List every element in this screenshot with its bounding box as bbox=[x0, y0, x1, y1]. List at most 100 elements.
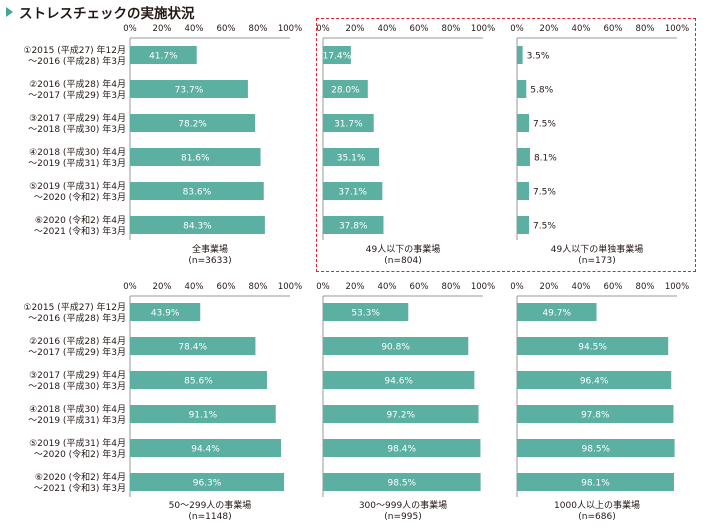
data-label-p5-2: 90.8% bbox=[381, 343, 410, 353]
data-label-p5-5: 98.4% bbox=[387, 445, 416, 455]
tick-label-p3-3: 60% bbox=[604, 24, 623, 34]
category-label-2-4-line2: ～2019 (平成31) 年3月 bbox=[28, 414, 126, 426]
tick-label-p5-4: 80% bbox=[442, 282, 461, 292]
category-label-1-4-line2: ～2019 (平成31) 年3月 bbox=[28, 157, 126, 169]
category-label-2-2-line1: ②2016 (平成28) 年4月 bbox=[29, 335, 126, 347]
category-label-1-3-line2: ～2018 (平成30) 年3月 bbox=[28, 123, 126, 135]
data-label-p4-6: 96.3% bbox=[193, 479, 222, 489]
panel-n-p2: (n=804) bbox=[384, 256, 421, 266]
bar-p2-1 bbox=[323, 46, 351, 64]
panel-n-p1: (n=3633) bbox=[188, 256, 231, 266]
tick-label-p2-2: 40% bbox=[378, 24, 397, 34]
data-label-p2-2: 28.0% bbox=[331, 86, 360, 96]
category-label-2-1-line1: ①2015 (平成27) 年12月 bbox=[23, 301, 126, 313]
category-label-2-3-line2: ～2018 (平成30) 年3月 bbox=[28, 380, 126, 392]
data-label-p1-1: 41.7% bbox=[149, 52, 178, 62]
data-label-p4-5: 94.4% bbox=[191, 445, 220, 455]
bar-p6-4 bbox=[517, 405, 674, 423]
data-label-p3-2: 5.8% bbox=[530, 86, 553, 96]
bar-p5-3 bbox=[323, 371, 475, 389]
data-label-p2-6: 37.8% bbox=[339, 222, 368, 232]
tick-label-p1-5: 100% bbox=[278, 24, 302, 34]
bar-p6-5 bbox=[517, 439, 675, 457]
tick-label-p4-2: 40% bbox=[185, 282, 204, 292]
category-label-2-4-line1: ④2018 (平成30) 年4月 bbox=[29, 403, 126, 415]
category-label-2-6-line2: ～2021 (令和3) 年3月 bbox=[34, 482, 126, 494]
tick-label-p5-1: 20% bbox=[346, 282, 365, 292]
category-label-1-2-line2: ～2017 (平成29) 年3月 bbox=[28, 89, 126, 101]
data-label-p1-5: 83.6% bbox=[183, 188, 212, 198]
data-label-p4-3: 85.6% bbox=[184, 377, 213, 387]
tick-label-p1-1: 20% bbox=[153, 24, 172, 34]
panel-name-p4: 50～299人の事業場 bbox=[169, 499, 252, 511]
category-label-2-6-line1: ⑥2020 (令和2) 年4月 bbox=[35, 471, 126, 483]
category-label-1-5-line1: ⑤2019 (平成31) 年4月 bbox=[29, 180, 126, 192]
tick-label-p4-1: 20% bbox=[153, 282, 172, 292]
bar-p4-3 bbox=[130, 371, 267, 389]
bar-p1-4 bbox=[130, 148, 261, 166]
bar-p1-3 bbox=[130, 114, 256, 132]
category-label-1-6-line2: ～2021 (令和3) 年3月 bbox=[34, 225, 126, 237]
tick-label-p3-0: 0% bbox=[510, 24, 524, 34]
bar-p3-3 bbox=[517, 114, 529, 132]
data-label-p3-1: 3.5% bbox=[527, 52, 550, 62]
bar-p4-1 bbox=[130, 303, 201, 321]
bar-p3-4 bbox=[517, 148, 530, 166]
tick-label-p6-1: 20% bbox=[540, 282, 559, 292]
data-label-p5-1: 53.3% bbox=[351, 309, 380, 319]
data-label-p2-5: 37.1% bbox=[338, 188, 367, 198]
bar-p4-4 bbox=[130, 405, 276, 423]
category-label-2-2-line2: ～2017 (平成29) 年3月 bbox=[28, 346, 126, 358]
page-title-text: ストレスチェックの実施状況 bbox=[19, 6, 195, 22]
category-label-2-3-line1: ③2017 (平成29) 年4月 bbox=[29, 369, 126, 381]
panel-n-p6: (n=686) bbox=[578, 512, 615, 522]
data-label-p3-6: 7.5% bbox=[533, 222, 556, 232]
data-label-p1-4: 81.6% bbox=[181, 154, 210, 164]
category-label-2-5-line2: ～2020 (令和2) 年3月 bbox=[34, 448, 126, 460]
category-label-1-3-line1: ③2017 (平成29) 年4月 bbox=[29, 112, 126, 124]
panel-name-p1: 全事業場 bbox=[192, 243, 228, 255]
tick-label-p2-1: 20% bbox=[346, 24, 365, 34]
panel-n-p3: (n=173) bbox=[578, 256, 615, 266]
data-label-p6-5: 98.5% bbox=[582, 445, 611, 455]
panel-name-p5: 300～999人の事業場 bbox=[359, 499, 447, 511]
tick-label-p1-3: 60% bbox=[217, 24, 236, 34]
tick-label-p5-0: 0% bbox=[316, 282, 330, 292]
tick-label-p1-4: 80% bbox=[249, 24, 268, 34]
data-label-p3-5: 7.5% bbox=[533, 188, 556, 198]
data-label-p6-2: 94.5% bbox=[578, 343, 607, 353]
data-label-p6-4: 97.8% bbox=[581, 411, 610, 421]
panel-n-p4: (n=1148) bbox=[188, 512, 231, 522]
data-label-p3-4: 8.1% bbox=[534, 154, 557, 164]
bar-p2-2 bbox=[323, 80, 368, 98]
tick-label-p5-5: 100% bbox=[471, 282, 495, 292]
tick-label-p4-0: 0% bbox=[123, 282, 137, 292]
tick-label-p3-2: 40% bbox=[572, 24, 591, 34]
tick-label-p1-2: 40% bbox=[185, 24, 204, 34]
tick-label-p2-3: 60% bbox=[410, 24, 429, 34]
bar-p5-2 bbox=[323, 337, 469, 355]
tick-label-p4-4: 80% bbox=[249, 282, 268, 292]
data-label-p1-2: 73.7% bbox=[175, 86, 204, 96]
bar-p3-5 bbox=[517, 182, 529, 200]
bar-p5-6 bbox=[323, 473, 481, 491]
category-label-1-5-line2: ～2020 (令和2) 年3月 bbox=[34, 191, 126, 203]
page-title: ストレスチェックの実施状況 bbox=[6, 2, 195, 22]
bar-p3-6 bbox=[517, 216, 529, 234]
category-label-1-1-line1: ①2015 (平成27) 年12月 bbox=[23, 44, 126, 56]
data-label-p4-4: 91.1% bbox=[189, 411, 218, 421]
data-label-p6-3: 96.4% bbox=[580, 377, 609, 387]
bar-p6-2 bbox=[517, 337, 669, 355]
bar-p2-6 bbox=[323, 216, 384, 234]
tick-label-p5-3: 60% bbox=[410, 282, 429, 292]
data-label-p5-6: 98.5% bbox=[388, 479, 417, 489]
tick-label-p2-4: 80% bbox=[442, 24, 461, 34]
tick-label-p4-3: 60% bbox=[217, 282, 236, 292]
tick-label-p3-1: 20% bbox=[540, 24, 559, 34]
tick-label-p2-5: 100% bbox=[471, 24, 495, 34]
category-label-2-5-line1: ⑤2019 (平成31) 年4月 bbox=[29, 437, 126, 449]
tick-label-p4-5: 100% bbox=[278, 282, 302, 292]
bar-p5-1 bbox=[323, 303, 409, 321]
tick-label-p6-4: 80% bbox=[636, 282, 655, 292]
data-label-p1-6: 84.3% bbox=[183, 222, 212, 232]
